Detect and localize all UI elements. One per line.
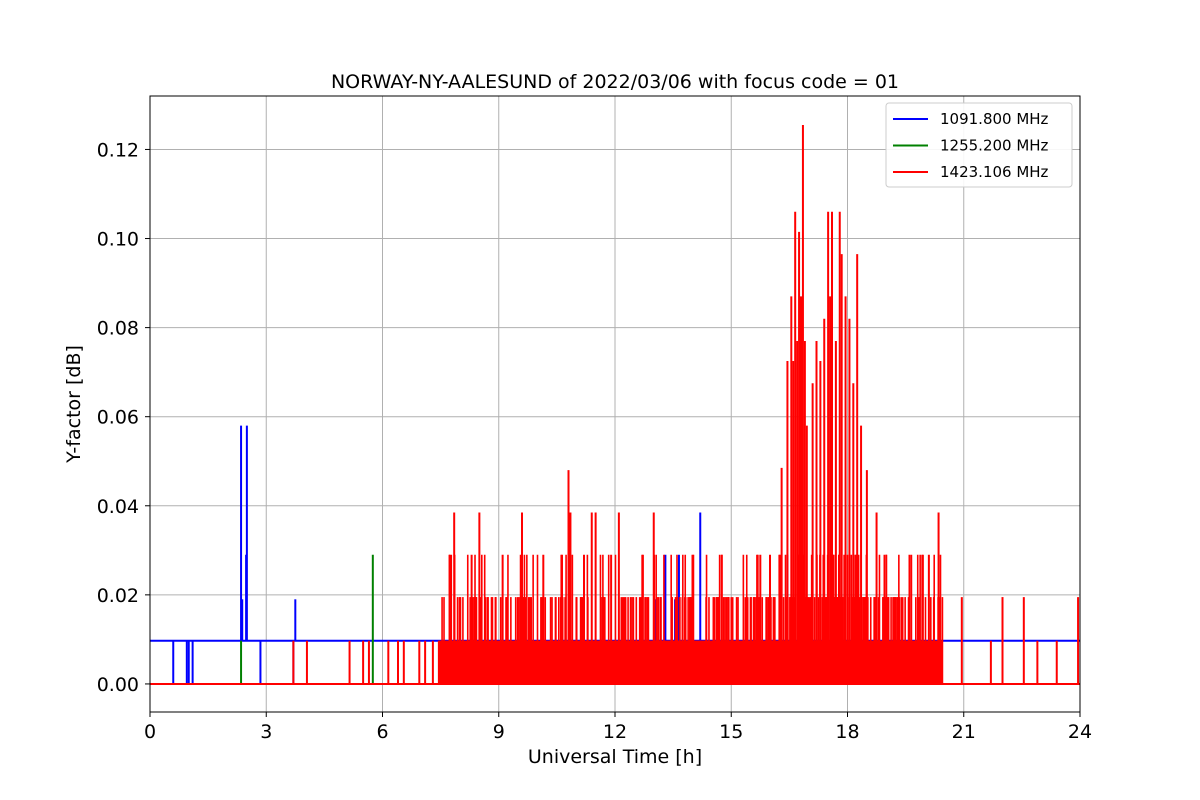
x-tick-label: 18 [835, 721, 859, 743]
legend-label: 1423.106 MHz [940, 163, 1049, 181]
legend-label: 1091.800 MHz [940, 110, 1049, 128]
series-layer [150, 124, 1080, 685]
x-tick-label: 21 [952, 721, 976, 743]
x-axis-ticks: 0 3 6 9 12 15 18 21 24 [144, 712, 1092, 743]
plot-area [150, 124, 1080, 685]
legend-label: 1255.200 MHz [940, 137, 1049, 155]
y-tick-label: 0.12 [97, 139, 139, 161]
y-tick-label: 0.10 [97, 229, 139, 251]
y-tick-label: 0.08 [97, 318, 139, 340]
y-tick-label: 0.00 [97, 674, 139, 696]
x-tick-label: 15 [719, 721, 743, 743]
chart-title: NORWAY-NY-AALESUND of 2022/03/06 with fo… [331, 71, 899, 93]
series-3 [150, 124, 1080, 685]
x-tick-label: 9 [493, 721, 505, 743]
y-tick-label: 0.04 [97, 496, 139, 518]
x-tick-label: 24 [1068, 721, 1092, 743]
x-tick-label: 12 [603, 721, 627, 743]
x-tick-label: 3 [260, 721, 272, 743]
y-tick-label: 0.02 [97, 585, 139, 607]
y-axis-label: Y-factor [dB] [63, 345, 85, 464]
y-tick-label: 0.06 [97, 407, 139, 429]
x-tick-label: 6 [376, 721, 388, 743]
legend-box [885, 102, 1073, 188]
x-axis-label: Universal Time [h] [528, 746, 702, 768]
y-axis-ticks: 0.00 0.02 0.04 0.06 0.08 0.10 0.12 [97, 139, 150, 696]
x-tick-label: 0 [144, 721, 156, 743]
legend: 1091.800 MHz 1255.200 MHz 1423.106 MHz [885, 102, 1073, 188]
